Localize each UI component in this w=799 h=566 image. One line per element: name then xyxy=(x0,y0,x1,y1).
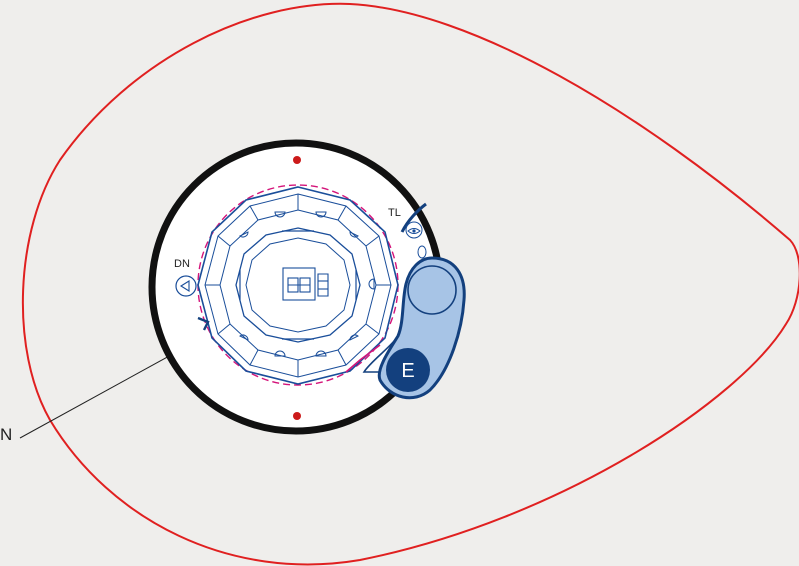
boundary-outline xyxy=(21,2,799,566)
stair-block-icon xyxy=(282,267,329,301)
callout-label: N xyxy=(0,425,12,444)
inner-ring-outer xyxy=(235,227,361,343)
marker-dot-top xyxy=(293,156,301,164)
radial-partitions xyxy=(205,194,391,377)
magenta-wall xyxy=(345,344,381,373)
triangle-left-icon xyxy=(179,280,190,292)
dn-label: DN xyxy=(174,258,190,270)
niches xyxy=(239,211,375,357)
eye-icon xyxy=(405,221,423,239)
tl-niche xyxy=(417,245,427,259)
inner-gates xyxy=(239,230,357,340)
e-label: E xyxy=(401,360,414,382)
e-badge xyxy=(386,348,430,392)
marker-dot-bottom xyxy=(293,412,301,420)
outer-wall xyxy=(197,186,399,385)
entry-pod-circle xyxy=(407,265,457,315)
entry-pod-link xyxy=(362,335,399,373)
tl-arc xyxy=(400,202,427,233)
dn-marker xyxy=(175,275,197,297)
tl-label: TL xyxy=(388,207,401,219)
left-connector xyxy=(197,316,210,331)
inner-ring xyxy=(245,237,351,333)
